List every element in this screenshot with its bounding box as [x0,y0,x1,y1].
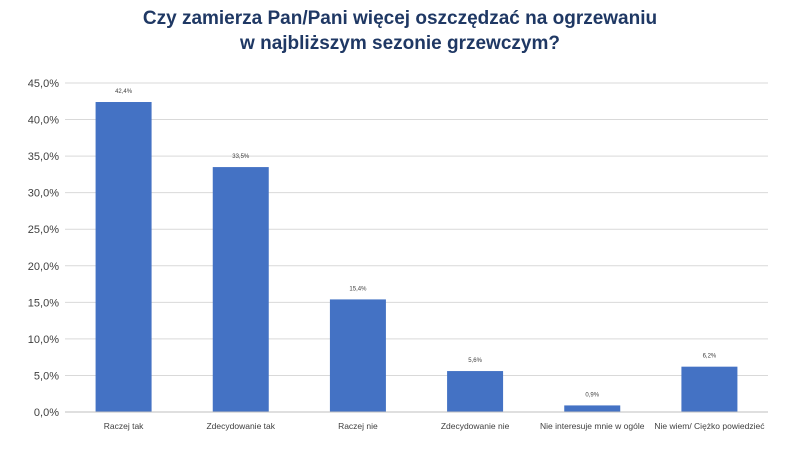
y-tick-label: 25,0% [28,224,59,236]
y-tick-label: 45,0% [28,78,59,90]
y-tick-label: 15,0% [28,297,59,309]
bar [564,405,621,412]
y-tick-label: 5,0% [34,370,59,382]
bar [681,366,738,412]
x-category-label: Raczej nie [338,421,378,431]
data-label: 5,6% [468,358,482,364]
x-category-label: Zdecydowanie nie [441,421,510,431]
x-category-label: Nie interesuje mnie w ogóle [540,421,645,431]
data-label: 42,4% [115,89,133,95]
bar [212,167,269,412]
y-tick-label: 0,0% [34,407,59,419]
bars [95,102,738,413]
chart-title: Czy zamierza Pan/Pani więcej oszczędzać … [0,6,800,56]
x-category-label: Raczej tak [104,421,144,431]
x-category-label: Zdecydowanie tak [206,421,275,431]
data-label: 0,9% [585,392,599,398]
chart-title-line-2: w najbliższym sezonie grzewczym? [240,33,560,54]
bar [95,102,152,413]
x-category-label: Nie wiem/ Ciężko powiedzieć [654,421,765,431]
gridlines [65,82,768,376]
data-label: 15,4% [349,286,367,292]
labels: 0,0% 5,0% 10,0% 15,0% 20,0% 25,0% 30,0% 35,0% 40… [28,78,765,431]
bar [329,299,386,412]
chart-title-line-1: Czy zamierza Pan/Pani więcej oszczędzać … [142,8,658,29]
data-label: 6,2% [703,354,717,360]
bar [447,371,504,412]
y-tick-label: 30,0% [28,188,59,200]
y-tick-label: 40,0% [28,115,59,127]
y-tick-label: 10,0% [28,334,59,346]
y-tick-label: 20,0% [28,261,59,273]
y-tick-label: 35,0% [28,151,59,163]
data-label: 33,5% [232,154,250,160]
